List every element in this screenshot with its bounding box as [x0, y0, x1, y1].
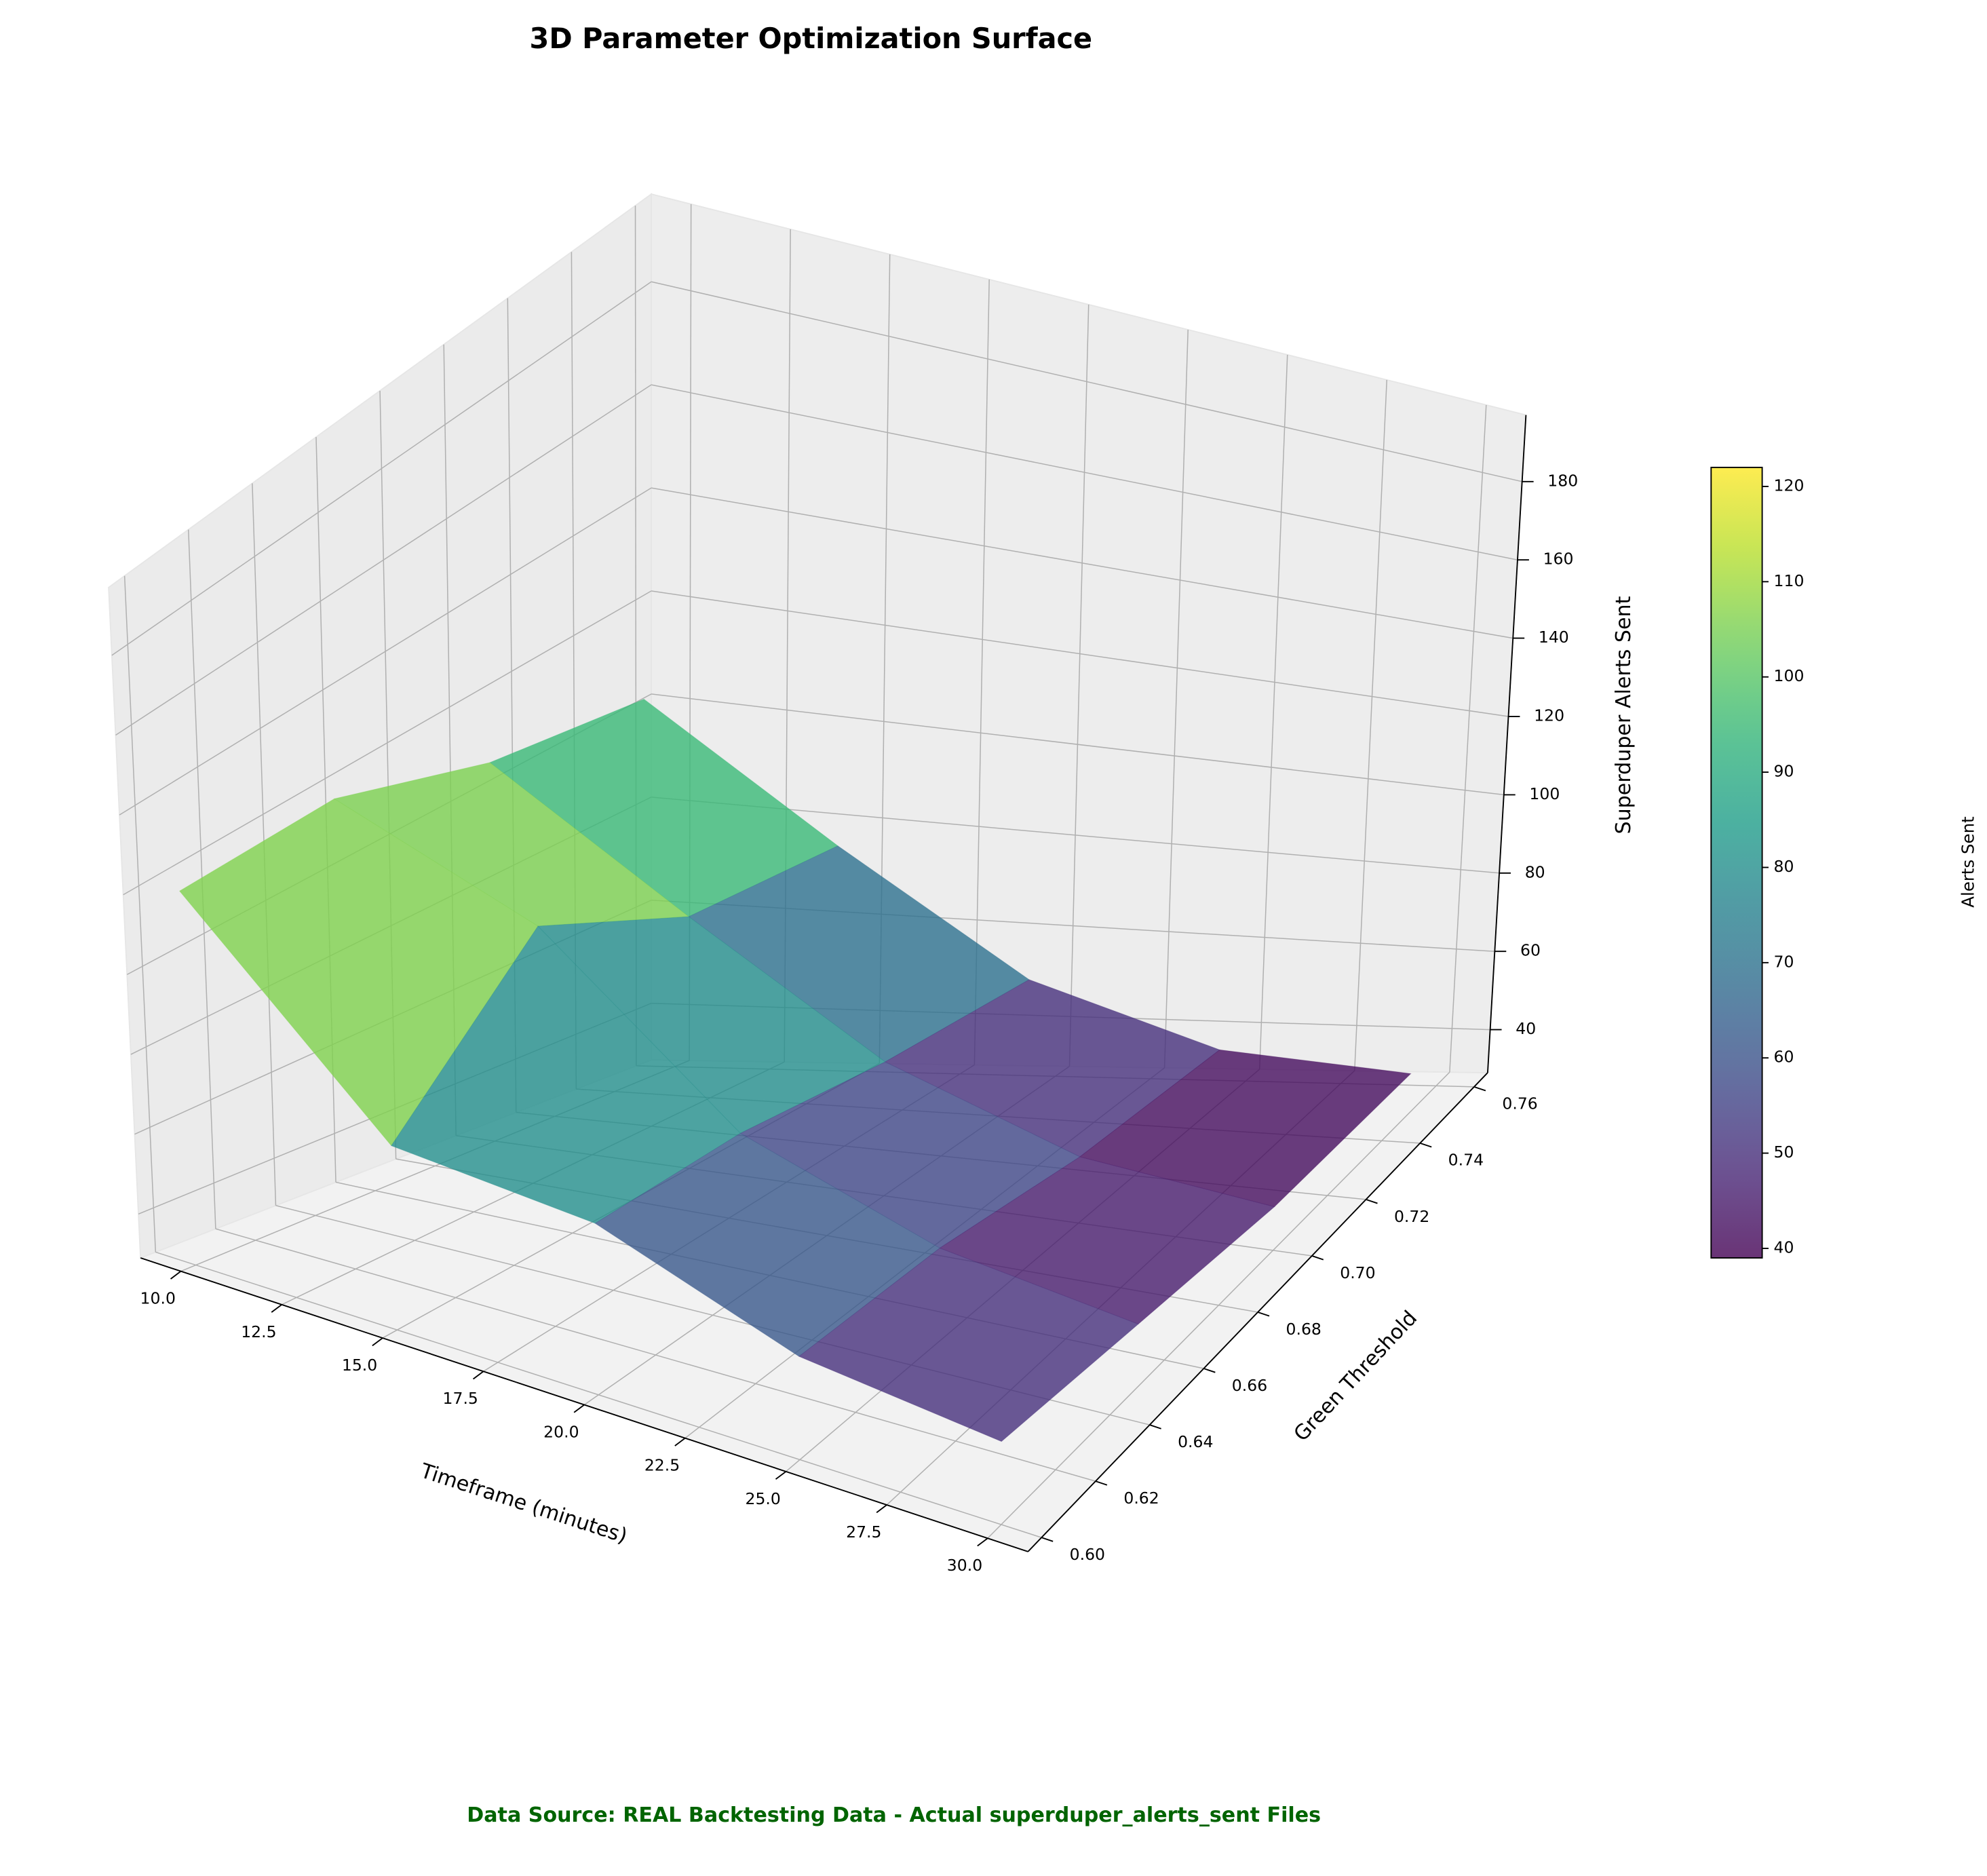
colorbar-tick-label: 90 [1774, 762, 1794, 781]
x-tick [674, 1437, 686, 1447]
grid-line [651, 281, 1522, 482]
chart-title: 3D Parameter Optimization Surface [530, 22, 1093, 55]
y-tick-label: 0.62 [1123, 1489, 1159, 1508]
grid-line [1258, 354, 1288, 1069]
axis-line [140, 1257, 1028, 1552]
grid-line [1163, 329, 1189, 1068]
surface-facet [798, 1247, 1139, 1442]
x-tick-label: 10.0 [140, 1289, 176, 1308]
z-axis-label: Superduper Alerts Sent [1612, 596, 1636, 834]
y-tick-label: 0.76 [1502, 1094, 1537, 1113]
y-tick [1419, 1142, 1432, 1148]
x-tick [170, 1270, 182, 1280]
x-tick [372, 1337, 383, 1347]
colorbar-tick-label: 120 [1774, 476, 1805, 495]
x-tick [977, 1537, 988, 1547]
x-tick-label: 17.5 [443, 1389, 478, 1408]
z-tick-label: 40 [1516, 1019, 1536, 1038]
grid-line [155, 1251, 1042, 1538]
z-tick-label: 120 [1534, 706, 1564, 725]
grid-line [119, 487, 652, 816]
grid-line [651, 487, 1513, 639]
grid-line [1449, 404, 1487, 1073]
colorbar-tick-label: 100 [1774, 666, 1805, 685]
x-tick [472, 1371, 484, 1380]
y-tick [1203, 1368, 1216, 1373]
y-tick [1311, 1255, 1324, 1261]
colorbar [1710, 466, 1763, 1259]
grid-line [1354, 379, 1388, 1071]
grid-line [1068, 304, 1089, 1067]
x-tick [271, 1304, 282, 1313]
y-tick-label: 0.74 [1448, 1151, 1484, 1170]
surface-facet [1079, 1049, 1412, 1208]
colorbar-label: Alerts Sent [1959, 816, 1978, 907]
y-tick [1095, 1480, 1108, 1486]
z-tick-label: 60 [1520, 941, 1541, 960]
grid-line [123, 575, 157, 1252]
x-tick [775, 1471, 787, 1480]
z-tick-label: 140 [1539, 628, 1569, 647]
grid-line [651, 590, 1509, 717]
z-tick-label: 180 [1547, 471, 1578, 490]
z-tick-label: 100 [1529, 784, 1560, 803]
grid-line [215, 1228, 1096, 1482]
colorbar-tick-label: 40 [1774, 1238, 1794, 1257]
footnote: Data Source: REAL Backtesting Data - Act… [467, 1803, 1321, 1827]
x-tick-label: 20.0 [543, 1422, 579, 1441]
x-tick-label: 30.0 [947, 1556, 982, 1575]
y-tick-label: 0.60 [1070, 1545, 1105, 1564]
colorbar-tick-label: 50 [1774, 1143, 1794, 1162]
x-axis-label: Timeframe (minutes) [417, 1459, 630, 1548]
surface-facet [939, 1156, 1275, 1325]
y-tick-label: 0.68 [1286, 1320, 1322, 1339]
colorbar-tick-label: 70 [1774, 952, 1794, 971]
y-tick-label: 0.72 [1394, 1207, 1429, 1226]
grid-line [115, 384, 652, 736]
y-tick [1257, 1312, 1270, 1317]
x-tick [876, 1504, 887, 1514]
x-tick-label: 25.0 [745, 1489, 780, 1508]
y-tick-label: 0.70 [1340, 1263, 1375, 1282]
grid-line [651, 384, 1518, 560]
y-tick [1041, 1537, 1054, 1542]
x-tick-label: 27.5 [846, 1523, 881, 1542]
y-tick-label: 0.66 [1232, 1376, 1267, 1395]
x-tick-label: 12.5 [241, 1322, 276, 1341]
y-tick [1149, 1424, 1161, 1430]
colorbar-tick-label: 60 [1774, 1048, 1794, 1067]
colorbar-tick-label: 80 [1774, 857, 1794, 876]
x-tick [573, 1404, 585, 1413]
z-tick-label: 80 [1525, 862, 1545, 881]
axis-line [1486, 415, 1527, 1073]
z-tick-label: 160 [1543, 550, 1574, 569]
x-tick-label: 15.0 [342, 1356, 377, 1375]
y-tick-label: 0.64 [1178, 1432, 1213, 1451]
grid-line [651, 693, 1504, 796]
grid-line [973, 279, 990, 1065]
grid-line [651, 797, 1500, 874]
grid-line [123, 590, 652, 896]
axis-line [1027, 1072, 1488, 1552]
x-tick-label: 22.5 [644, 1456, 680, 1475]
colorbar-tick-label: 110 [1774, 571, 1805, 590]
grid-line [111, 281, 652, 656]
y-tick [1473, 1086, 1486, 1092]
y-tick [1366, 1199, 1378, 1204]
